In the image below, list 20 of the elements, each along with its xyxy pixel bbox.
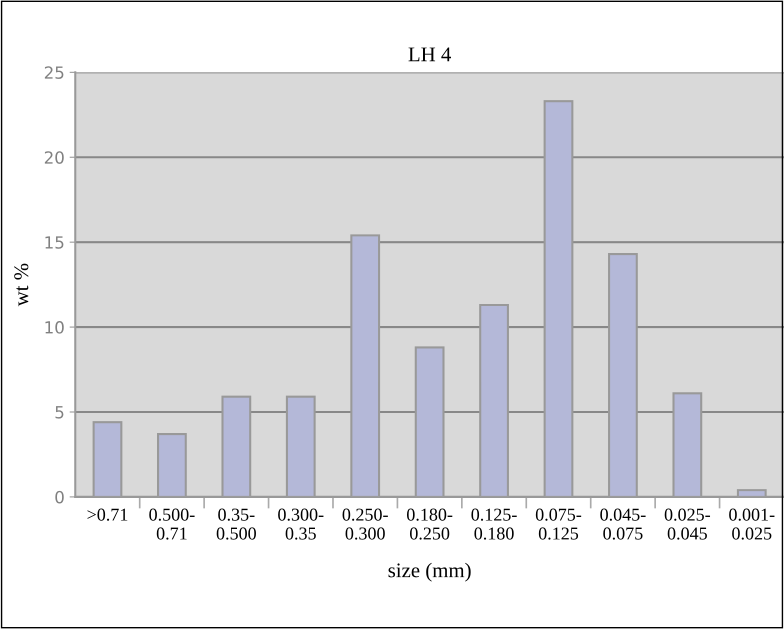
x-tick-label: 0.300-0.35 xyxy=(278,508,324,540)
x-tick-label: 0.180-0.250 xyxy=(407,508,452,540)
x-tick-label: 0.35-0.500 xyxy=(216,508,256,540)
x-tick-label: 0.075-0.125 xyxy=(536,508,582,540)
y-tick-label: 5 xyxy=(56,406,64,419)
x-tick-label: 0.001-0.025 xyxy=(729,508,774,540)
x-tick-label: 0.125-0.180 xyxy=(471,508,517,540)
y-tick-label: 0 xyxy=(55,490,64,504)
x-tick-label: >0.71 xyxy=(88,508,128,521)
y-tick-label: 10 xyxy=(45,321,64,334)
y-tick-label: 15 xyxy=(45,236,64,249)
x-tick-label: 0.025-0.045 xyxy=(664,508,710,540)
x-tick-label: 0.250-0.300 xyxy=(342,508,388,540)
x-axis-title: size (mm) xyxy=(388,562,471,582)
y-tick-label: 25 xyxy=(44,66,64,79)
y-axis-title: wt % xyxy=(14,264,28,306)
chart-title: LH 4 xyxy=(408,48,452,62)
x-tick-label: 0.045-0.075 xyxy=(600,508,646,540)
y-tick-label: 20 xyxy=(44,151,64,164)
x-tick-label: 0.500-0.71 xyxy=(149,508,195,540)
